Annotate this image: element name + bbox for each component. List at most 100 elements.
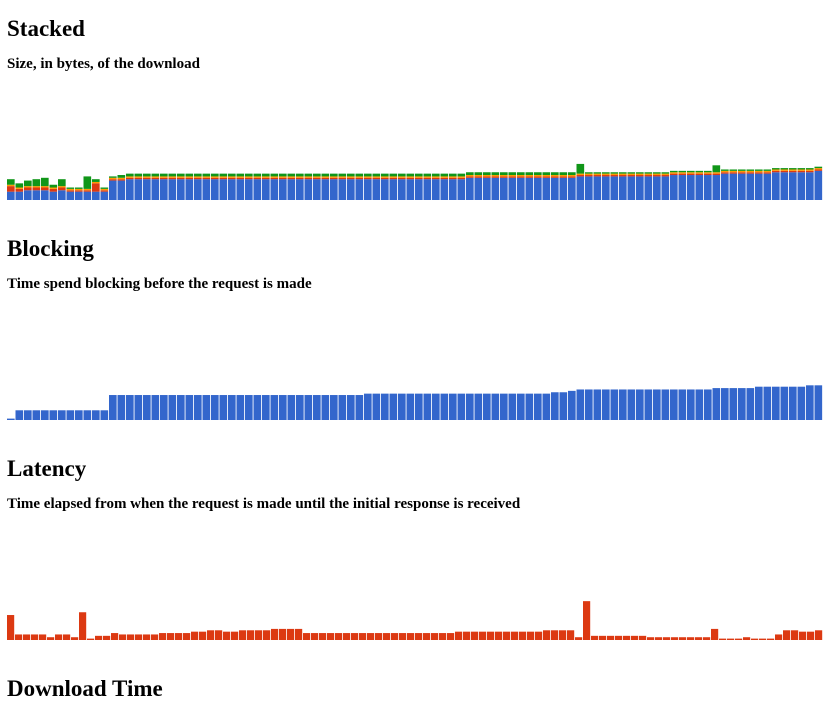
bar-0-0-2	[24, 190, 32, 200]
bar-0-2-41	[355, 176, 364, 178]
bar-0-3-23	[202, 173, 211, 177]
bar-0-3-9	[83, 176, 92, 189]
bar-0-1-80	[687, 173, 695, 176]
bar-0-2-13	[117, 177, 126, 180]
bar-1-0-19	[168, 395, 177, 420]
section-description: Time elapsed from when the request is ma…	[7, 496, 521, 512]
bar-1-0-72	[619, 389, 627, 420]
bar-2-0-97	[783, 630, 791, 640]
bar-2-0-37	[303, 633, 311, 640]
bar-0-1-8	[75, 190, 83, 192]
section-description: Size, in bytes, of the download	[7, 56, 200, 72]
bar-0-1-66	[568, 176, 576, 178]
bar-0-1-34	[296, 177, 304, 180]
bar-1-0-23	[202, 395, 211, 420]
section-title: Blocking	[7, 236, 94, 261]
bar-0-3-55	[474, 172, 483, 176]
bar-2-0-17	[143, 634, 151, 640]
bar-0-1-73	[627, 175, 636, 177]
bar-0-2-74	[636, 173, 644, 176]
bar-0-0-43	[372, 179, 381, 200]
bar-2-0-28	[231, 631, 239, 640]
bar-0-3-43	[372, 173, 381, 177]
bar-0-3-60	[517, 172, 525, 176]
bar-1-0-35	[304, 395, 313, 420]
bar-0-0-29	[253, 179, 262, 200]
bar-0-1-70	[602, 175, 610, 177]
bar-1-0-63	[542, 393, 551, 420]
bar-0-0-11	[100, 191, 109, 200]
bar-2-0-98	[791, 630, 799, 640]
bar-0-1-18	[160, 177, 168, 180]
bar-0-0-95	[814, 170, 823, 200]
bar-2-0-89	[719, 638, 727, 640]
bar-0-0-42	[364, 179, 372, 200]
bar-0-2-45	[389, 176, 398, 178]
bar-1-0-78	[670, 389, 678, 420]
bar-0-3-94	[806, 168, 814, 170]
bar-2-0-99	[799, 631, 807, 640]
bar-2-0-101	[815, 630, 823, 640]
bar-2-0-45	[367, 633, 375, 640]
bar-1-0-62	[534, 393, 542, 420]
bar-0-2-61	[525, 175, 534, 177]
bar-0-2-28	[245, 176, 253, 178]
bar-0-2-66	[568, 175, 576, 177]
bar-0-1-7	[66, 190, 75, 192]
bar-2-0-67	[543, 630, 551, 640]
bar-0-0-84	[721, 173, 729, 200]
bar-0-3-67	[576, 163, 585, 174]
bar-1-0-73	[627, 389, 636, 420]
bar-2-0-43	[351, 633, 359, 640]
bar-1-0-39	[338, 395, 347, 420]
bar-0-3-61	[525, 172, 534, 176]
bar-0-3-49	[423, 173, 432, 177]
bar-1-0-22	[194, 395, 202, 420]
bar-0-1-14	[126, 177, 134, 180]
bar-0-0-80	[687, 175, 695, 200]
bar-0-0-18	[160, 179, 168, 200]
bar-2-0-29	[239, 630, 247, 640]
bar-0-0-56	[483, 177, 491, 200]
bar-0-3-73	[627, 172, 636, 174]
bar-0-1-29	[253, 177, 262, 180]
bar-0-2-23	[202, 176, 211, 178]
bar-0-0-67	[576, 176, 585, 200]
bar-0-3-34	[296, 173, 304, 177]
bar-0-1-21	[185, 177, 194, 180]
bar-1-0-16	[143, 395, 151, 420]
bar-0-2-48	[415, 176, 423, 178]
bar-0-0-52	[449, 179, 457, 200]
bar-0-0-16	[143, 179, 151, 200]
bar-0-0-47	[406, 179, 415, 200]
bar-0-3-86	[738, 169, 746, 171]
bar-1-0-68	[585, 389, 593, 420]
bar-0-2-46	[398, 176, 406, 178]
bar-0-2-10	[92, 181, 100, 184]
bar-1-0-60	[517, 393, 525, 420]
bar-0-2-17	[151, 176, 160, 178]
bar-0-3-48	[415, 173, 423, 177]
bar-1-0-65	[559, 392, 568, 420]
bar-0-0-88	[755, 173, 763, 200]
bar-1-0-37	[321, 395, 330, 420]
bar-0-1-53	[457, 177, 466, 180]
bar-0-3-37	[321, 173, 330, 177]
bar-2-0-76	[615, 635, 623, 640]
bar-0-2-86	[738, 170, 746, 173]
bar-0-2-25	[219, 176, 228, 178]
bar-0-3-39	[338, 173, 347, 177]
bar-2-0-62	[503, 631, 511, 640]
bar-2-0-87	[703, 637, 711, 640]
bar-1-0-66	[568, 390, 576, 420]
bar-0-0-49	[423, 179, 432, 200]
bar-2-0-22	[183, 633, 191, 640]
bar-1-0-85	[729, 388, 738, 420]
bar-0-0-57	[491, 177, 500, 200]
bar-0-1-23	[202, 177, 211, 180]
blocking-bar-chart	[7, 385, 823, 420]
bar-2-0-14	[119, 634, 127, 640]
bar-2-0-69	[559, 630, 567, 640]
bar-0-1-25	[219, 177, 228, 180]
bar-0-3-75	[644, 172, 653, 174]
